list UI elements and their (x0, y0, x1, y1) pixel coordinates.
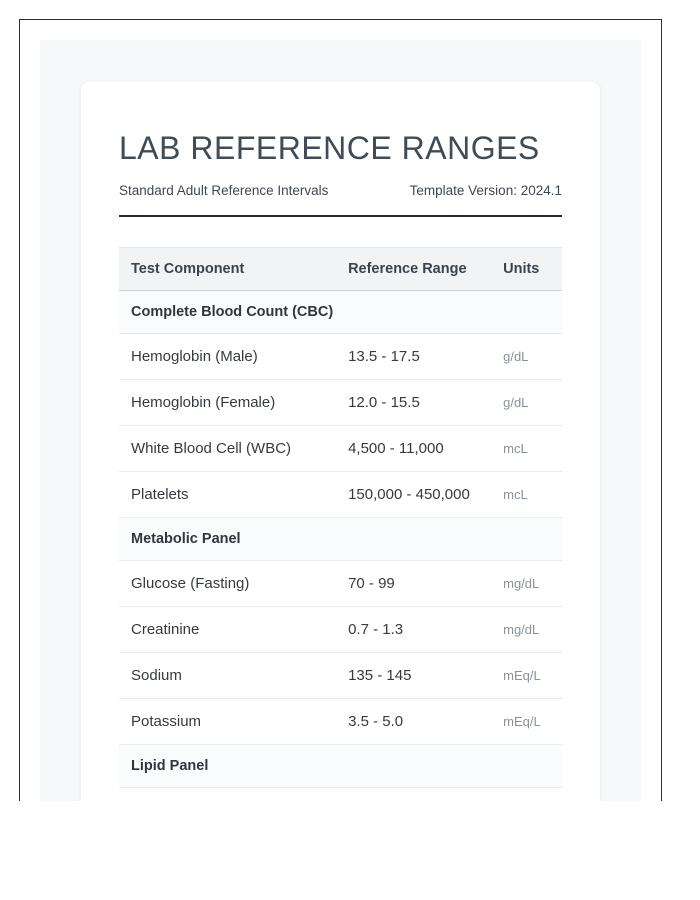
units-cell: mEq/L (491, 698, 562, 745)
template-version: Template Version: 2024.1 (409, 183, 562, 198)
reference-range-cell: 4,500 - 11,000 (336, 425, 492, 472)
table-row: Hemoglobin (Female) 12.0 - 15.5 g/dL (119, 379, 562, 426)
section-header-row: Complete Blood Count (CBC) (119, 290, 562, 334)
test-component-cell: Potassium (119, 698, 337, 745)
table-row: Creatinine 0.7 - 1.3 mg/dL (119, 606, 562, 653)
section-header-row: Lipid Panel (119, 744, 562, 788)
document-subtitle: Standard Adult Reference Intervals (119, 183, 329, 198)
reference-range-cell: 3.5 - 5.0 (336, 698, 492, 745)
test-component-cell: Hemoglobin (Female) (119, 379, 337, 426)
page-background: LAB REFERENCE RANGES Standard Adult Refe… (40, 40, 641, 801)
table-row: White Blood Cell (WBC) 4,500 - 11,000 mcL (119, 425, 562, 472)
reference-range-cell: 13.5 - 17.5 (336, 333, 492, 380)
units-cell: mcL (491, 471, 562, 518)
page-title: LAB REFERENCE RANGES (119, 130, 540, 166)
test-component-cell: Hemoglobin (Male) (119, 333, 337, 380)
units-cell: mg/dL (491, 606, 562, 653)
table-row: Hemoglobin (Male) 13.5 - 17.5 g/dL (119, 333, 562, 380)
units-cell: g/dL (491, 379, 562, 426)
reference-range-table: Test Component Reference Range Units Com… (119, 247, 562, 788)
section-header-label: Complete Blood Count (CBC) (119, 290, 562, 334)
units-cell: g/dL (491, 333, 562, 380)
document-card: LAB REFERENCE RANGES Standard Adult Refe… (81, 82, 600, 801)
test-component-cell: Sodium (119, 652, 337, 699)
section-header-label: Metabolic Panel (119, 517, 562, 561)
test-component-cell: Platelets (119, 471, 337, 518)
test-component-cell: Creatinine (119, 606, 337, 653)
reference-range-cell: 0.7 - 1.3 (336, 606, 492, 653)
reference-range-cell: 70 - 99 (336, 560, 492, 607)
units-cell: mEq/L (491, 652, 562, 699)
table-row: Glucose (Fasting) 70 - 99 mg/dL (119, 560, 562, 607)
reference-range-cell: 150,000 - 450,000 (336, 471, 492, 518)
table-row: Platelets 150,000 - 450,000 mcL (119, 471, 562, 518)
column-header-units: Units (491, 247, 562, 291)
units-cell: mcL (491, 425, 562, 472)
section-header-label: Lipid Panel (119, 744, 562, 788)
table-header-row: Test Component Reference Range Units (119, 247, 562, 291)
reference-range-cell: 12.0 - 15.5 (336, 379, 492, 426)
section-header-row: Metabolic Panel (119, 517, 562, 561)
reference-range-cell: 135 - 145 (336, 652, 492, 699)
test-component-cell: Glucose (Fasting) (119, 560, 337, 607)
document-meta-row: Standard Adult Reference Intervals Templ… (119, 183, 562, 217)
table-row: Sodium 135 - 145 mEq/L (119, 652, 562, 699)
test-component-cell: White Blood Cell (WBC) (119, 425, 337, 472)
column-header-reference-range: Reference Range (336, 247, 492, 291)
table-row: Potassium 3.5 - 5.0 mEq/L (119, 698, 562, 745)
units-cell: mg/dL (491, 560, 562, 607)
column-header-test-component: Test Component (119, 247, 337, 291)
screenshot-frame: LAB REFERENCE RANGES Standard Adult Refe… (19, 19, 662, 801)
